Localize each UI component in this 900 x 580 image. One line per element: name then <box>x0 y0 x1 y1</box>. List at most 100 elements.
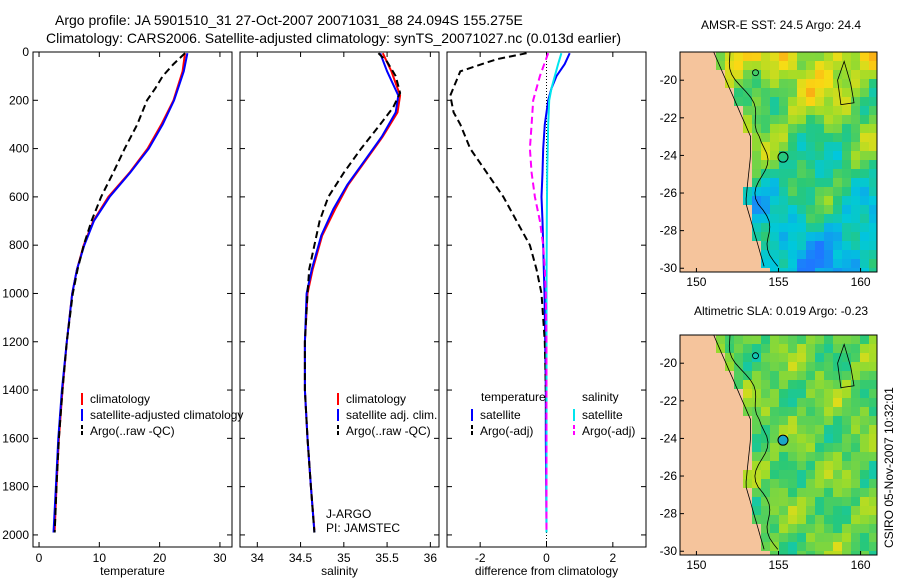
map-cell <box>824 205 834 215</box>
map-cell <box>680 97 690 107</box>
map-cell <box>770 416 780 426</box>
map-cell <box>770 407 780 417</box>
map-cell <box>824 268 834 272</box>
bathymetry-contour <box>728 52 779 267</box>
map-cell <box>788 250 798 260</box>
map-cell <box>698 542 708 552</box>
map-cell <box>680 142 690 152</box>
map-cell <box>851 551 861 555</box>
map-cell <box>797 425 807 435</box>
map-cell <box>761 497 771 507</box>
map-cell <box>707 380 717 390</box>
map-y-tick-label: -26 <box>660 469 678 483</box>
map-cell <box>851 124 861 134</box>
map-cell <box>680 389 690 399</box>
map-cell <box>824 479 834 489</box>
map-cell <box>869 268 877 272</box>
map-cell <box>761 434 771 444</box>
map-cell <box>707 416 717 426</box>
map-cell <box>680 362 690 372</box>
map-cell <box>725 515 735 525</box>
map-cell <box>824 551 834 555</box>
map-cell <box>698 196 708 206</box>
map-cell <box>851 335 861 345</box>
map-cell <box>824 362 834 372</box>
map-cell <box>797 542 807 552</box>
map-cell <box>680 250 690 260</box>
map-cell <box>716 160 726 170</box>
map-cell <box>779 551 789 555</box>
map-cell <box>752 178 762 188</box>
map-cell <box>698 416 708 426</box>
map-cell <box>779 61 789 71</box>
map-cell <box>842 506 852 516</box>
map-cell <box>869 371 877 381</box>
map-cell <box>797 268 807 272</box>
map-cell <box>788 169 798 179</box>
map-cell <box>707 353 717 363</box>
map-cell <box>725 353 735 363</box>
map-cell <box>707 142 717 152</box>
map-cell <box>752 223 762 233</box>
map-cell <box>734 371 744 381</box>
map-cell <box>770 533 780 543</box>
map-cell <box>734 223 744 233</box>
map-cell <box>770 353 780 363</box>
map-cell <box>815 169 825 179</box>
map-cell <box>734 497 744 507</box>
map-cell <box>689 268 699 272</box>
map-cell <box>851 479 861 489</box>
panel-annotation: J-ARGO <box>326 507 371 521</box>
map-cell <box>734 151 744 161</box>
map-cell <box>734 407 744 417</box>
map-cell <box>680 61 690 71</box>
map-cell <box>707 452 717 462</box>
map-cell <box>851 398 861 408</box>
map-cell <box>689 488 699 498</box>
map-cell <box>806 232 816 242</box>
map-cell <box>698 106 708 116</box>
map-cell <box>806 151 816 161</box>
map-cell <box>833 52 843 62</box>
map-cell <box>788 232 798 242</box>
map-cell <box>716 151 726 161</box>
map-cell <box>779 169 789 179</box>
map-cell <box>860 250 870 260</box>
map-cell <box>860 70 870 80</box>
map-cell <box>851 362 861 372</box>
map-cell <box>869 79 877 89</box>
map-cell <box>752 542 762 552</box>
map-cell <box>716 407 726 417</box>
map-cell <box>698 178 708 188</box>
map-cell <box>779 142 789 152</box>
map-cell <box>797 151 807 161</box>
map-cell <box>851 169 861 179</box>
map-cell <box>734 398 744 408</box>
map-cell <box>833 434 843 444</box>
map-cell <box>842 106 852 116</box>
map-cell <box>824 461 834 471</box>
map-cell <box>869 250 877 260</box>
map-cell <box>734 250 744 260</box>
map-cell <box>725 506 735 516</box>
map-cell <box>725 488 735 498</box>
map-cell <box>689 506 699 516</box>
map-cell <box>725 232 735 242</box>
map-cell <box>851 88 861 98</box>
map-cell <box>815 335 825 345</box>
map-cell <box>761 124 771 134</box>
map-cell <box>761 133 771 143</box>
map-cell <box>869 362 877 372</box>
map-cell <box>698 551 708 555</box>
map-cell <box>734 353 744 363</box>
map-cell <box>770 169 780 179</box>
map-cell <box>689 214 699 224</box>
map-cell <box>842 88 852 98</box>
map-cell <box>725 524 735 534</box>
map-cell <box>689 169 699 179</box>
map-cell <box>833 380 843 390</box>
map-cell <box>779 470 789 480</box>
map-cell <box>752 452 762 462</box>
map-cell <box>869 214 877 224</box>
map-cell <box>716 79 726 89</box>
